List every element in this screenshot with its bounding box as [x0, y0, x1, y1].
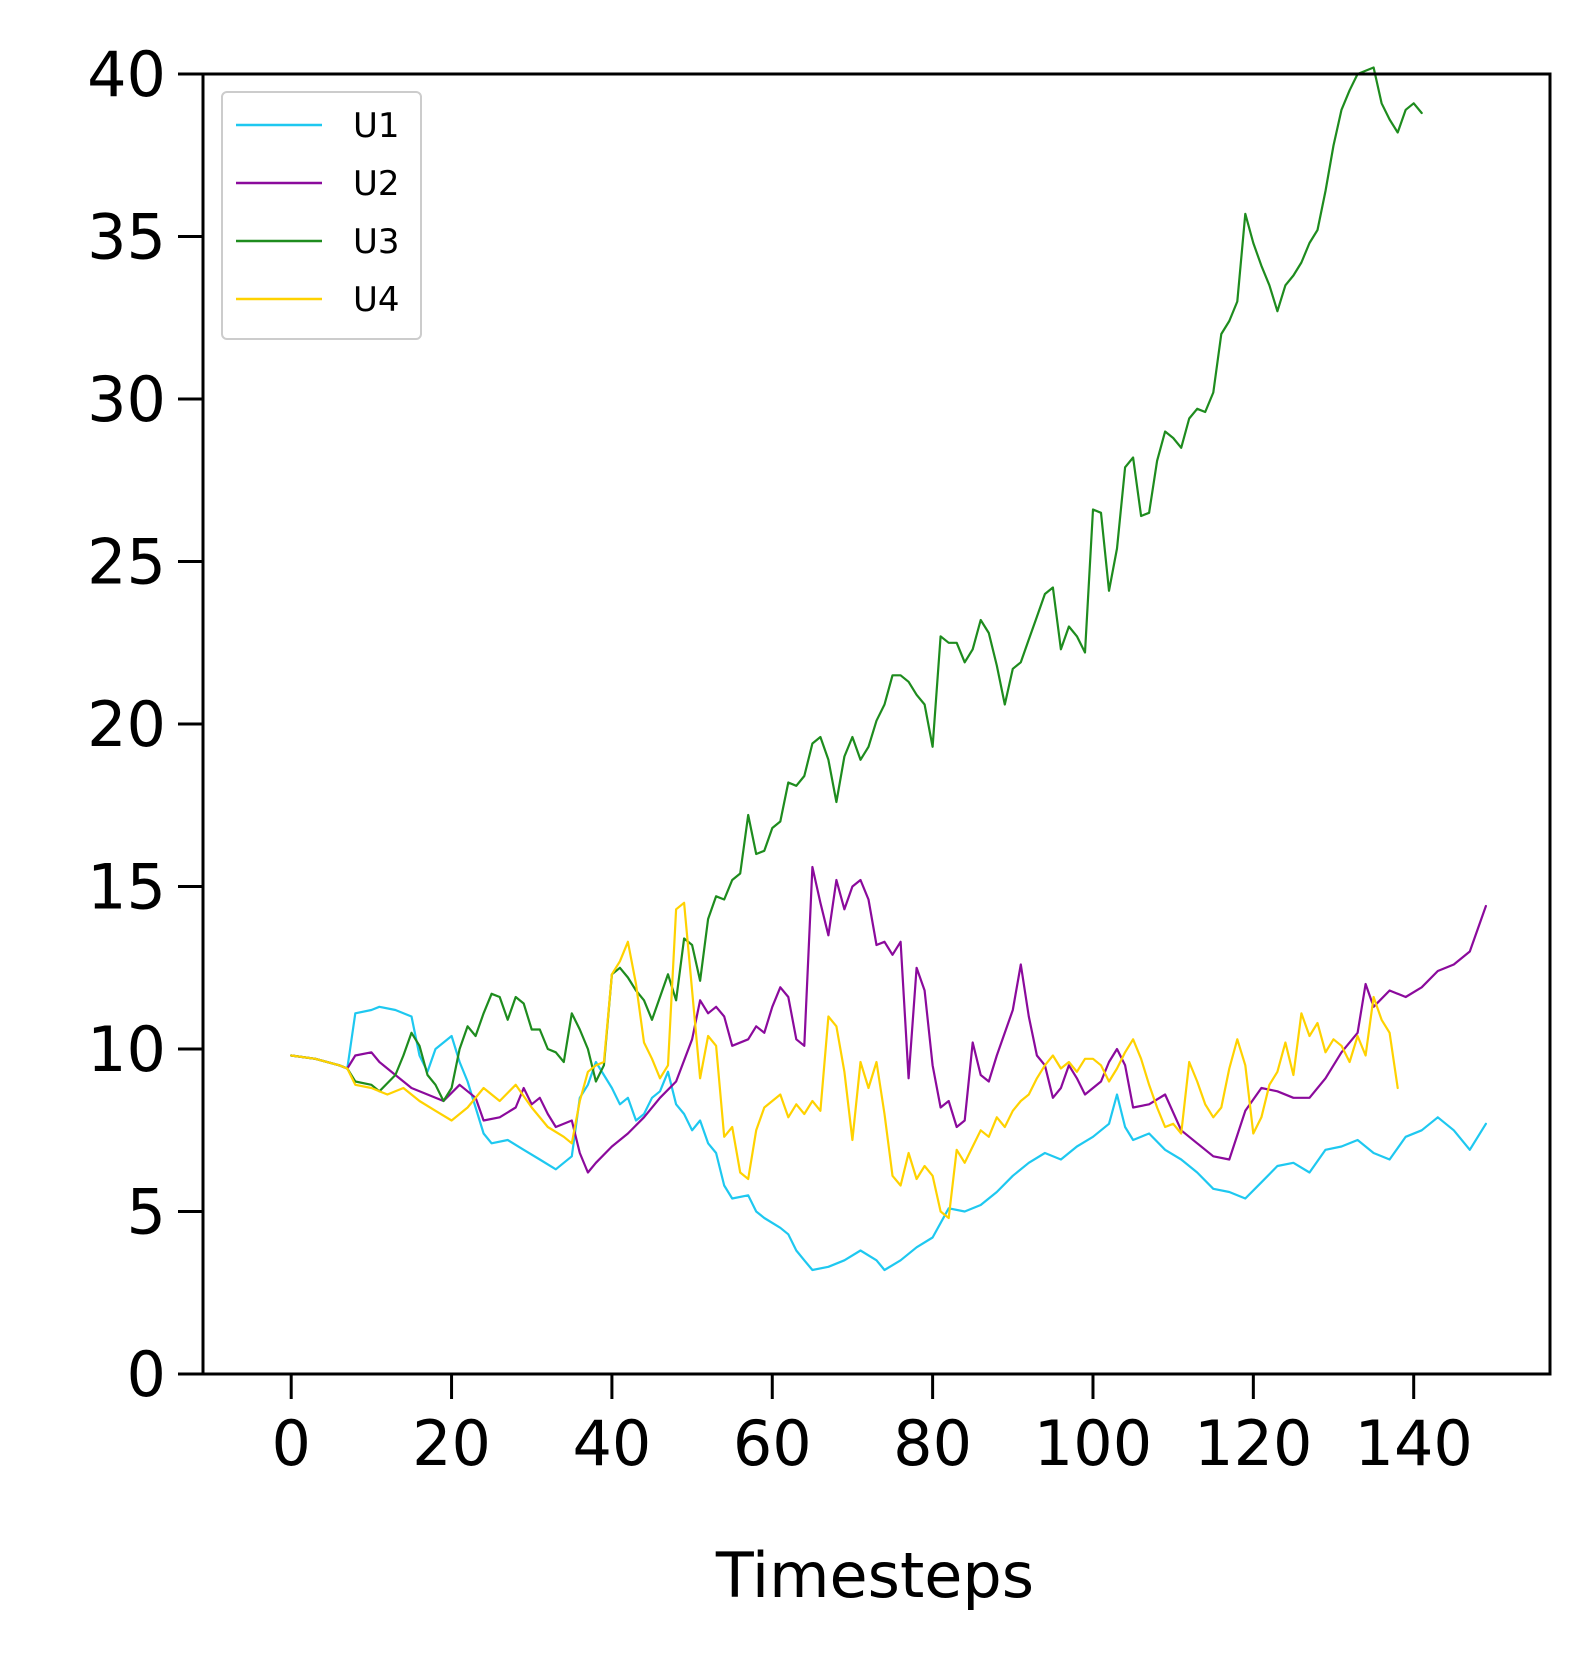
series-line-u3: [290, 66, 1423, 1103]
x-tick-label: 60: [733, 1407, 812, 1480]
series-line-u4: [290, 901, 1399, 1220]
x-tick-label: 140: [1355, 1407, 1473, 1480]
series-line-u2: [290, 865, 1488, 1174]
legend-label-u1: U1: [353, 106, 400, 146]
y-tick-label: 20: [87, 688, 166, 761]
y-tick-label: 10: [87, 1013, 166, 1086]
x-tick-label: 100: [1034, 1407, 1152, 1480]
x-axis-title: Timesteps: [715, 1539, 1034, 1612]
x-tick-label: 80: [893, 1407, 972, 1480]
x-axis: 0 20 40 60 80 100 120 140: [271, 1374, 1473, 1480]
series-line-u1: [290, 1005, 1488, 1272]
y-axis: 0 5 10 15 20 25 30 35 40: [87, 38, 203, 1411]
x-tick-label: 20: [412, 1407, 491, 1480]
y-tick-label: 25: [87, 526, 166, 599]
legend-box: [221, 91, 422, 340]
x-tick-label: 0: [271, 1407, 310, 1480]
x-tick-label: 40: [572, 1407, 651, 1480]
y-tick-label: 15: [87, 851, 166, 924]
x-tick-label: 120: [1194, 1407, 1312, 1480]
y-tick-label: 30: [87, 363, 166, 436]
legend: U1 U2 U3 U4: [221, 91, 422, 340]
series-layer: [290, 66, 1488, 1272]
y-tick-label: 5: [127, 1176, 166, 1249]
legend-label-u4: U4: [353, 280, 400, 320]
y-tick-label: 35: [87, 201, 166, 274]
y-tick-label: 40: [87, 38, 166, 111]
legend-items: U1 U2 U3 U4: [236, 106, 400, 320]
legend-label-u2: U2: [353, 164, 400, 204]
y-tick-label: 0: [127, 1338, 166, 1411]
legend-label-u3: U3: [353, 222, 400, 262]
